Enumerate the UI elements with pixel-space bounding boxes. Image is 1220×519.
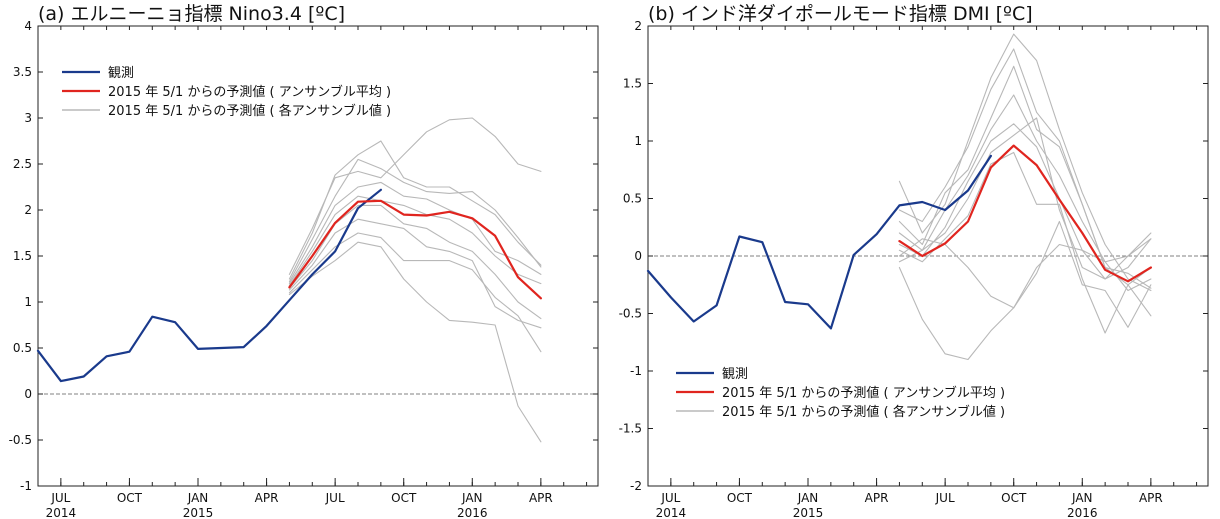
panel-a-nino34: (a) エルニーニョ指標 Nino3.4 [ºC] -1 -0.5 0 0.5 1 1.5 2… [9, 3, 599, 519]
x-tick-label-month: JAN [461, 491, 483, 505]
x-tick-label-month: JAN [1071, 491, 1093, 505]
x-tick-label-month: APR [529, 491, 553, 505]
x-tick-label-year: 2016 [457, 506, 488, 519]
panel-b-dmi: (b) インド洋ダイポールモード指標 DMI [ºC] -2 -1.5 -1 -0.5 0… [619, 3, 1209, 519]
y-tick-label: -1 [20, 479, 32, 493]
ensemble-member-line-5 [288, 195, 542, 286]
ensemble-member-line-9 [898, 238, 1152, 309]
chart-title: (b) インド洋ダイポールモード指標 DMI [ºC] [648, 3, 1033, 25]
ensemble-mean-line [898, 144, 1153, 283]
ensemble-member-line-7 [288, 218, 542, 329]
x-tick-label-month: APR [255, 491, 279, 505]
ensemble-member-line-5 [898, 123, 1152, 280]
x-tick-label-month: JUL [660, 491, 680, 505]
x-tick-label-month: JUL [935, 491, 955, 505]
legend-label-members: 2015 年 5/1 からの予測値 ( 各アンサンブル値 ) [108, 103, 391, 119]
chart-title: (a) エルニーニョ指標 Nino3.4 [ºC] [38, 3, 345, 25]
x-tick-label-month: JAN [797, 491, 819, 505]
x-tick-label-year: 2014 [656, 506, 687, 519]
x-tick-label-month: OCT [727, 491, 753, 505]
y-tick-label: 1 [24, 295, 32, 309]
y-tick-label: 1.5 [623, 77, 642, 91]
x-tick-label-month: APR [1139, 491, 1163, 505]
x-tick-label-month: APR [865, 491, 889, 505]
legend: 観測 2015 年 5/1 からの予測値 ( アンサンブル平均 ) 2015 年 5… [62, 66, 391, 119]
x-tick-label-year: 2015 [793, 506, 824, 519]
ensemble-member-line-3 [898, 65, 1152, 317]
x-tick-label-month: JAN [187, 491, 209, 505]
y-tick-label: 1 [634, 134, 642, 148]
ensemble-member-line-2 [288, 140, 542, 280]
x-tick-label-month: JUL [50, 491, 70, 505]
y-tick-label: 3 [24, 111, 32, 125]
legend-label-observed: 観測 [108, 66, 134, 81]
ensemble-member-line-8 [288, 232, 542, 353]
y-tick-label: -1.5 [619, 422, 642, 436]
observed-line [646, 154, 993, 330]
legend-label-ensemble-mean: 2015 年 5/1 からの予測値 ( アンサンブル平均 ) [108, 84, 391, 100]
y-tick-label: -0.5 [9, 433, 32, 447]
y-tick-label: 4 [24, 19, 32, 33]
y-tick-label: 0 [24, 387, 32, 401]
ensemble-member-line-1 [288, 117, 542, 275]
y-tick-label: 0.5 [623, 192, 642, 206]
x-tick-label-month: JUL [325, 491, 345, 505]
x-tick-label-year: 2016 [1067, 506, 1098, 519]
y-tick-label: -2 [630, 479, 642, 493]
y-tick-label: 0 [634, 249, 642, 263]
legend-label-ensemble-mean: 2015 年 5/1 からの予測値 ( アンサンブル平均 ) [722, 385, 1005, 401]
observed-line [36, 188, 382, 383]
legend-label-members: 2015 年 5/1 からの予測値 ( 各アンサンブル値 ) [722, 404, 1005, 420]
x-tick-label-year: 2015 [183, 506, 214, 519]
x-tick-label-month: OCT [1001, 491, 1027, 505]
y-tick-label: 2 [634, 19, 642, 33]
ensemble-member-line-2 [898, 48, 1152, 289]
ensemble-member-line-1 [898, 33, 1152, 292]
y-tick-label: 3.5 [13, 65, 32, 79]
ensemble-member-line-4 [288, 181, 542, 285]
x-tick-label-year: 2014 [46, 506, 77, 519]
y-tick-label: 1.5 [13, 249, 32, 263]
ensemble-member-line-6 [898, 117, 1152, 280]
legend: 観測 2015 年 5/1 からの予測値 ( アンサンブル平均 ) 2015 年 5… [676, 367, 1005, 420]
y-tick-label: 2 [24, 203, 32, 217]
x-tick-label-month: OCT [391, 491, 417, 505]
ensemble-mean-line [288, 199, 543, 300]
ensemble-member-line-8 [898, 220, 1152, 361]
y-tick-label: 0.5 [13, 341, 32, 355]
y-tick-label: -1 [630, 364, 642, 378]
ensemble-member-line-7 [898, 151, 1152, 334]
ensemble-member-line-9 [288, 241, 542, 443]
ensemble-member-line-3 [288, 158, 542, 283]
ensemble-member-line-4 [898, 94, 1152, 263]
legend-label-observed: 観測 [722, 367, 748, 382]
y-tick-label: -0.5 [619, 307, 642, 321]
x-tick-label-month: OCT [117, 491, 143, 505]
y-tick-label: 2.5 [13, 157, 32, 171]
